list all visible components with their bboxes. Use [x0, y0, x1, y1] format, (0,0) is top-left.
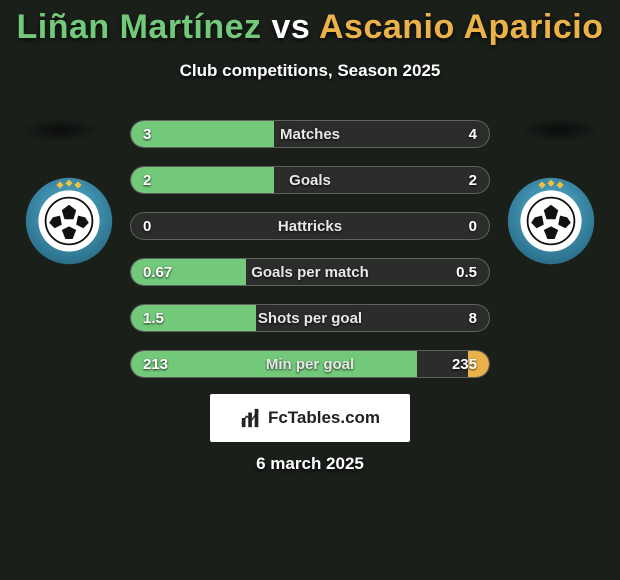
player2-shadow: [520, 118, 600, 142]
stat-label: Min per goal: [131, 351, 489, 377]
stat-label: Goals: [131, 167, 489, 193]
branding-text: FcTables.com: [268, 408, 380, 428]
stat-value-right: 0.5: [444, 259, 489, 285]
stat-row: 1.5Shots per goal8: [130, 304, 490, 332]
stat-row: 0Hattricks0: [130, 212, 490, 240]
comparison-title: Liñan Martínez vs Ascanio Aparicio: [0, 0, 620, 47]
date-text: 6 march 2025: [0, 454, 620, 474]
stat-value-right: 8: [457, 305, 489, 331]
player2-club-logo: [506, 176, 596, 266]
stat-row: 213Min per goal235: [130, 350, 490, 378]
player1-club-logo: [24, 176, 114, 266]
stat-label: Shots per goal: [131, 305, 489, 331]
stat-row: 2Goals2: [130, 166, 490, 194]
stats-container: 3Matches4 2Goals2 0Hattricks0 0.67Goals per…: [130, 120, 490, 396]
stat-value-right: 4: [457, 121, 489, 147]
chart-icon: [240, 407, 262, 429]
stat-value-right: 235: [440, 351, 489, 377]
vs-text: vs: [271, 8, 310, 46]
player1-shadow: [20, 118, 100, 142]
stat-label: Hattricks: [131, 213, 489, 239]
player2-name: Ascanio Aparicio: [319, 8, 603, 46]
stat-label: Goals per match: [131, 259, 489, 285]
player1-name: Liñan Martínez: [17, 8, 262, 46]
stat-value-right: 2: [457, 167, 489, 193]
stat-row: 3Matches4: [130, 120, 490, 148]
stat-row: 0.67Goals per match0.5: [130, 258, 490, 286]
stat-value-right: 0: [457, 213, 489, 239]
subtitle: Club competitions, Season 2025: [0, 61, 620, 81]
branding-badge: FcTables.com: [210, 394, 410, 442]
stat-label: Matches: [131, 121, 489, 147]
